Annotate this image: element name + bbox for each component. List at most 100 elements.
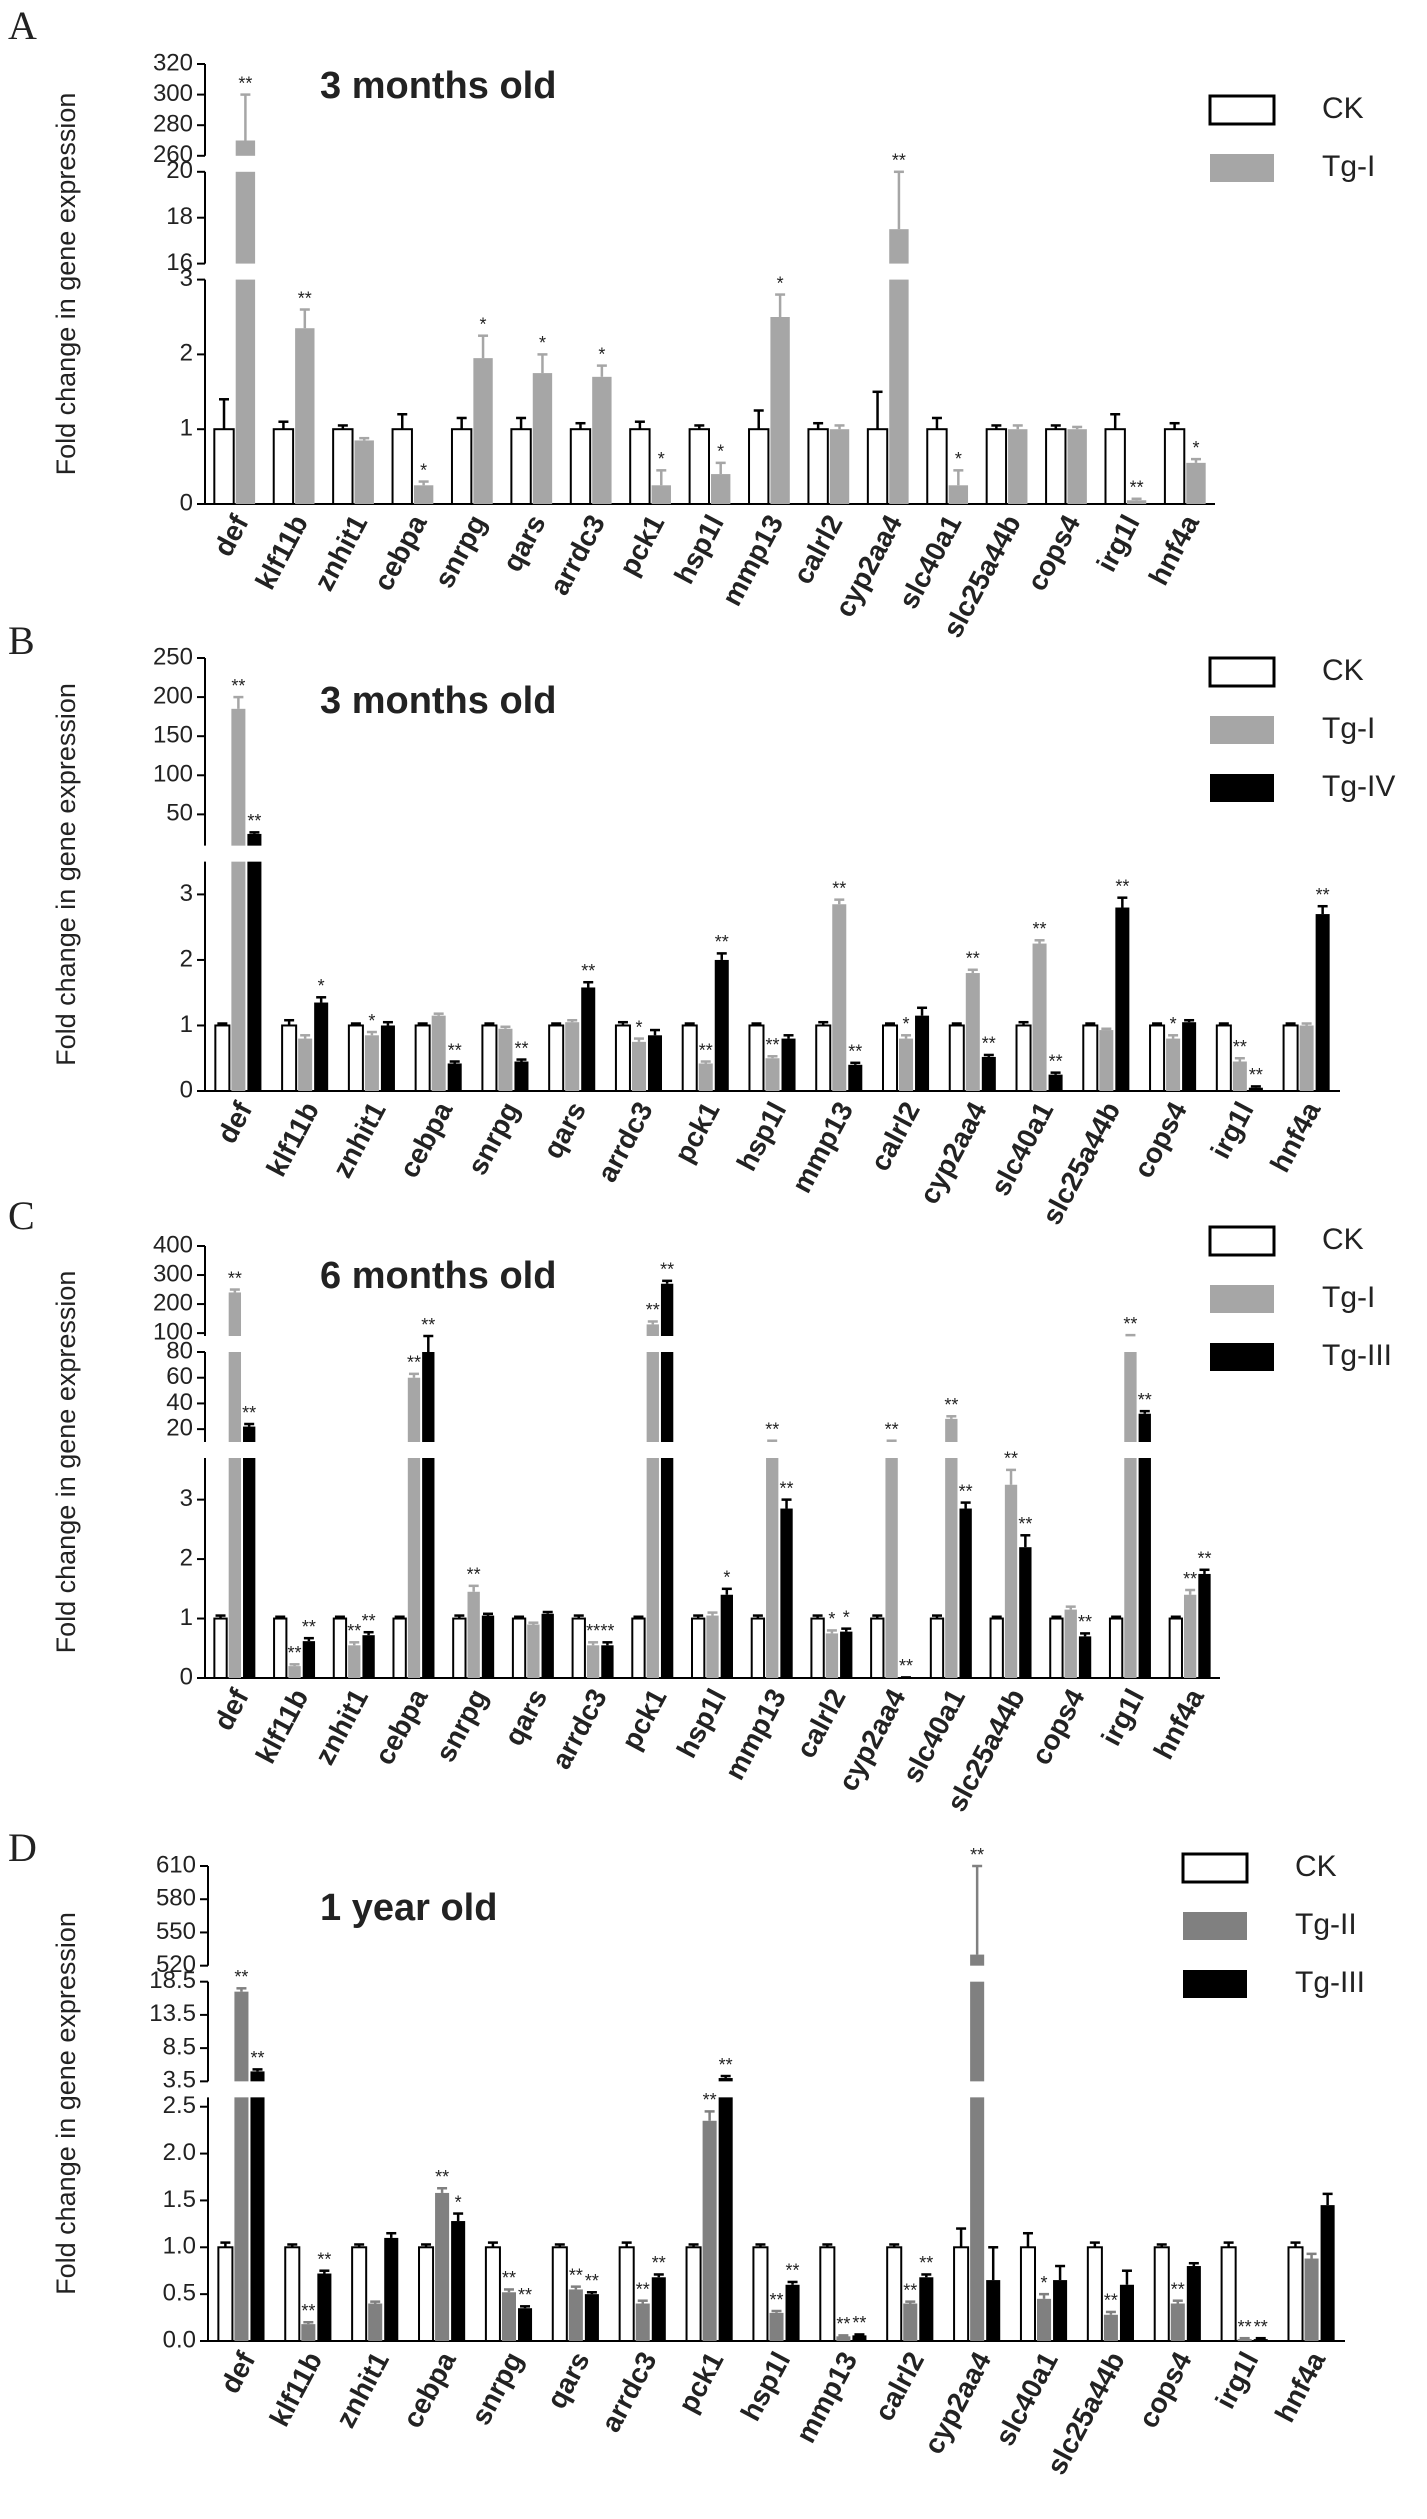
- bar: [1186, 2266, 1201, 2341]
- bar: [1315, 914, 1330, 1091]
- y-tick-label: 2: [180, 340, 193, 367]
- significance-label: *: [455, 2192, 462, 2212]
- bar: [1086, 2246, 1103, 2343]
- bar: [384, 2237, 399, 2341]
- bar: [332, 428, 354, 506]
- significance-label: **: [1316, 885, 1330, 905]
- bar: [1037, 2298, 1052, 2341]
- y-tick-label: 1: [180, 1604, 193, 1631]
- significance-label: **: [769, 2290, 783, 2310]
- bar: [840, 1631, 853, 1678]
- panel-letter: C: [8, 1193, 35, 1238]
- x-tick-label: hnf4a: [1264, 1096, 1327, 1177]
- y-tick-label: 60: [166, 1363, 193, 1390]
- bar: [1004, 1484, 1018, 1678]
- bar: [706, 1615, 719, 1678]
- bar: [1168, 1617, 1183, 1679]
- bar: [836, 2336, 851, 2341]
- bar: [1104, 428, 1126, 506]
- bar: [302, 1641, 316, 1678]
- significance-label: **: [719, 2055, 733, 2075]
- y-tick-label: 200: [153, 1289, 193, 1316]
- bar: [422, 1352, 435, 1442]
- significance-label: **: [585, 2271, 599, 2291]
- y-tick-label: 280: [153, 111, 193, 138]
- legend-label: CK: [1322, 92, 1364, 125]
- bar: [1124, 1458, 1137, 1678]
- significance-label: *: [717, 442, 724, 462]
- bar: [1215, 1024, 1232, 1093]
- significance-label: **: [970, 1845, 984, 1865]
- bar: [527, 1624, 540, 1678]
- bar: [1138, 1458, 1151, 1678]
- bar: [551, 2246, 568, 2343]
- bar: [748, 428, 770, 506]
- bar: [565, 1022, 580, 1091]
- bar: [1049, 1617, 1064, 1679]
- significance-label: *: [1041, 2273, 1048, 2293]
- bar: [766, 1458, 779, 1678]
- bar: [815, 1024, 832, 1093]
- significance-label: **: [982, 1034, 996, 1054]
- bar: [250, 2097, 265, 2341]
- significance-label: **: [347, 1621, 361, 1641]
- bar: [929, 1617, 945, 1679]
- bar: [646, 1352, 659, 1442]
- bar: [948, 1024, 965, 1093]
- x-tick-label: def: [207, 509, 254, 561]
- bar: [781, 1038, 796, 1091]
- bar: [785, 2284, 800, 2341]
- significance-label: **: [848, 1042, 862, 1062]
- bar: [452, 1617, 467, 1679]
- significance-label: **: [892, 151, 906, 171]
- y-tick-label: 3: [180, 265, 193, 292]
- bar: [807, 428, 829, 506]
- bar: [380, 1025, 395, 1091]
- bar: [228, 1458, 242, 1678]
- y-tick-label: 400: [153, 1231, 193, 1258]
- x-tick-label: cebpa: [367, 509, 433, 595]
- bar: [447, 1063, 462, 1091]
- significance-label: **: [518, 2285, 532, 2305]
- bar: [501, 2292, 516, 2341]
- bar: [231, 708, 246, 846]
- x-tick-label: pck1: [672, 2347, 729, 2418]
- x-tick-label: cebpa: [393, 1096, 459, 1182]
- significance-label: **: [646, 1300, 660, 1320]
- bar: [247, 861, 262, 1091]
- bar: [1124, 1352, 1137, 1442]
- x-tick-label: znhit1: [308, 510, 373, 596]
- y-axis-label: Fold change in gene expression: [51, 1271, 81, 1654]
- bar: [1232, 1061, 1247, 1091]
- significance-label: **: [1004, 1449, 1018, 1469]
- significance-label: **: [1049, 1051, 1063, 1071]
- x-tick-label: calrl2: [868, 2347, 930, 2426]
- significance-label: **: [1104, 2291, 1118, 2311]
- bar: [548, 1024, 565, 1093]
- significance-label: **: [250, 2048, 264, 2068]
- legend-swatch: [1210, 1285, 1274, 1313]
- bar: [1182, 1022, 1197, 1091]
- significance-label: **: [242, 1403, 256, 1423]
- bar: [1237, 2339, 1252, 2341]
- bar: [273, 1617, 288, 1679]
- bar: [407, 1377, 421, 1442]
- significance-label: **: [234, 1967, 248, 1987]
- x-tick-label: snrpg: [430, 1684, 494, 1767]
- significance-label: **: [885, 1419, 899, 1439]
- significance-label: **: [600, 1621, 614, 1641]
- bar: [629, 428, 651, 506]
- bar: [953, 2246, 970, 2343]
- significance-label: **: [231, 676, 245, 696]
- bar: [368, 2303, 383, 2341]
- significance-label: **: [467, 1565, 481, 1585]
- bar: [584, 2294, 599, 2341]
- significance-label: **: [699, 1040, 713, 1060]
- bar: [234, 2097, 249, 2341]
- bar: [217, 2246, 234, 2343]
- bar: [295, 328, 315, 504]
- x-tick-label: cebpa: [397, 2346, 463, 2432]
- y-tick-label: 520: [156, 1951, 196, 1978]
- bar: [770, 317, 790, 504]
- significance-label: *: [723, 1568, 730, 1588]
